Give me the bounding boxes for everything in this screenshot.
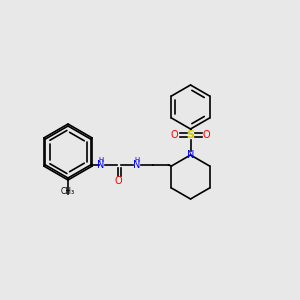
Text: O: O bbox=[115, 176, 122, 186]
Text: N: N bbox=[97, 160, 104, 170]
Text: O: O bbox=[203, 130, 210, 140]
Text: CH₃: CH₃ bbox=[61, 187, 75, 196]
Text: H: H bbox=[134, 157, 139, 163]
Text: H: H bbox=[98, 157, 103, 163]
Text: S: S bbox=[187, 130, 194, 140]
Text: N: N bbox=[133, 160, 140, 170]
Text: N: N bbox=[187, 150, 194, 160]
Text: O: O bbox=[171, 130, 178, 140]
